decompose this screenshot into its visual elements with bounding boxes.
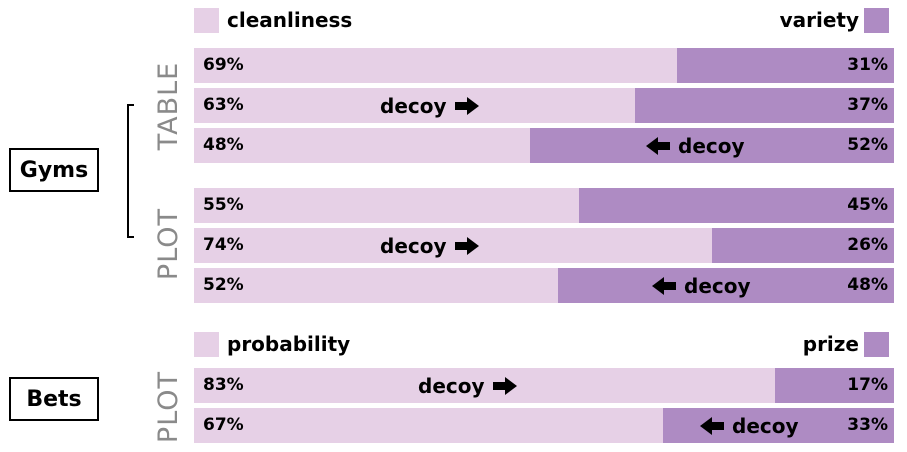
bar-segment-left — [194, 408, 663, 443]
bar-segment-right — [579, 188, 894, 223]
bar-segment-right — [712, 228, 894, 263]
arrow-right-icon — [492, 376, 517, 395]
arrow-right-icon — [454, 236, 479, 255]
legend-swatch-cleanliness — [194, 8, 219, 33]
bar-segment-left — [194, 88, 635, 123]
bar-row: 55% 45% — [194, 188, 894, 223]
value-label-left: 63% — [203, 95, 244, 115]
decoy-label: decoy — [684, 273, 751, 298]
bar-segment-left — [194, 268, 558, 303]
value-label-right: 52% — [847, 135, 888, 155]
legend-swatch-variety — [864, 8, 889, 33]
bar-row: 63% 37% decoy — [194, 88, 894, 123]
value-label-right: 31% — [847, 55, 888, 75]
decoy-label: decoy — [380, 93, 447, 118]
decoy-label: decoy — [732, 413, 799, 438]
section-label-plot-gyms: PLOT — [153, 207, 184, 281]
arrow-left-icon — [646, 136, 670, 155]
value-label-left: 55% — [203, 195, 244, 215]
legend-swatch-prize — [864, 332, 889, 357]
value-label-right: 45% — [847, 195, 888, 215]
bar-row: 69% 31% — [194, 48, 894, 83]
group-label-gyms: Gyms — [9, 148, 99, 192]
value-label-left: 48% — [203, 135, 244, 155]
value-label-right: 33% — [847, 415, 888, 435]
group-label-bets: Bets — [9, 377, 99, 421]
legend-label-prize: prize — [802, 332, 859, 356]
bar-segment-left — [194, 228, 712, 263]
decoy-label: decoy — [678, 133, 745, 158]
section-label-table: TABLE — [153, 61, 184, 151]
bar-segment-right — [558, 268, 894, 303]
decoy-marker: decoy — [380, 88, 479, 123]
decoy-marker: decoy — [700, 408, 799, 443]
value-label-left: 67% — [203, 415, 244, 435]
legend-label-probability: probability — [227, 332, 351, 356]
value-label-right: 37% — [847, 95, 888, 115]
bar-segment-right — [635, 88, 894, 123]
bar-row: 52% 48% decoy — [194, 268, 894, 303]
legend-swatch-probability — [194, 332, 219, 357]
legend-label-variety: variety — [779, 8, 859, 32]
section-label-plot-bets: PLOT — [153, 370, 184, 444]
decoy-marker: decoy — [380, 228, 479, 263]
bar-segment-left — [194, 48, 677, 83]
legend-label-cleanliness: cleanliness — [227, 8, 353, 32]
value-label-left: 69% — [203, 55, 244, 75]
decoy-label: decoy — [418, 373, 485, 398]
value-label-right: 26% — [847, 235, 888, 255]
bar-segment-left — [194, 368, 775, 403]
arrow-right-icon — [454, 96, 479, 115]
value-label-right: 17% — [847, 375, 888, 395]
value-label-right: 48% — [847, 275, 888, 295]
value-label-left: 83% — [203, 375, 244, 395]
bar-segment-right — [775, 368, 894, 403]
value-label-left: 74% — [203, 235, 244, 255]
bar-segment-right — [530, 128, 894, 163]
bar-segment-right — [677, 48, 894, 83]
decoy-label: decoy — [380, 233, 447, 258]
bar-segment-left — [194, 128, 530, 163]
gyms-bracket — [127, 104, 134, 238]
bar-row: 67% 33% decoy — [194, 408, 894, 443]
value-label-left: 52% — [203, 275, 244, 295]
arrow-left-icon — [652, 276, 676, 295]
arrow-left-icon — [700, 416, 724, 435]
bar-segment-left — [194, 188, 579, 223]
bar-row: 48% 52% decoy — [194, 128, 894, 163]
decoy-marker: decoy — [418, 368, 517, 403]
bar-row: 83% 17% decoy — [194, 368, 894, 403]
decoy-marker: decoy — [652, 268, 751, 303]
bar-row: 74% 26% decoy — [194, 228, 894, 263]
decoy-marker: decoy — [646, 128, 745, 163]
